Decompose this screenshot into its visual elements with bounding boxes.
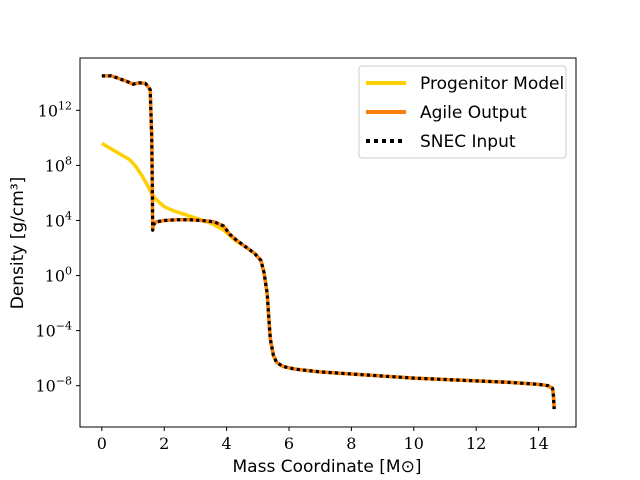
y-tick-label: 10−8 xyxy=(35,375,72,396)
x-tick-label: 4 xyxy=(222,434,232,453)
y-tick-label-base: 10 xyxy=(35,322,55,341)
y-tick-label-exponent: 4 xyxy=(65,209,72,222)
y-tick-label: 100 xyxy=(45,265,72,286)
legend-box xyxy=(358,65,567,159)
y-tick-label-base: 10 xyxy=(45,267,65,286)
y-tick-label-base: 10 xyxy=(45,156,65,175)
y-tick-label: 104 xyxy=(45,209,72,230)
x-tick-label: 14 xyxy=(528,434,548,453)
y-tick-label-base: 10 xyxy=(45,211,65,230)
series-line-progenitor-model xyxy=(100,141,556,410)
y-tick-label-base: 10 xyxy=(35,377,55,396)
y-axis-label: Density [g/cm³] xyxy=(8,177,28,310)
series-line-snec-input xyxy=(101,74,556,410)
y-tick-label-exponent: 8 xyxy=(65,154,72,167)
x-axis-label: Mass Coordinate [M⊙] xyxy=(233,457,422,477)
x-tick-label: 10 xyxy=(404,434,424,453)
y-tick-label-exponent: 12 xyxy=(58,99,72,112)
y-tick-label: 10−4 xyxy=(35,320,72,341)
y-tick-label-exponent: −4 xyxy=(56,320,72,333)
x-tick-label: 0 xyxy=(97,434,107,453)
y-tick-label-base: 10 xyxy=(38,101,58,120)
x-axis-ticks: 0 2 4 6 8 10 12 14 xyxy=(97,427,549,453)
y-tick-label: 108 xyxy=(45,154,72,175)
legend: Progenitor Model Agile Output SNEC Input xyxy=(358,65,567,159)
legend-label-agile-output: Agile Output xyxy=(420,103,527,123)
y-tick-label: 1012 xyxy=(38,99,72,120)
legend-label-progenitor-model: Progenitor Model xyxy=(420,74,564,94)
y-tick-label-exponent: −8 xyxy=(56,375,72,388)
x-tick-label: 12 xyxy=(466,434,486,453)
plot-frame xyxy=(79,57,577,428)
x-tick-label: 8 xyxy=(346,434,356,453)
y-tick-label-exponent: 0 xyxy=(65,265,72,278)
series-layer xyxy=(100,74,556,410)
legend-label-snec-input: SNEC Input xyxy=(420,132,516,152)
x-tick-label: 2 xyxy=(159,434,169,453)
x-tick-label: 6 xyxy=(284,434,294,453)
